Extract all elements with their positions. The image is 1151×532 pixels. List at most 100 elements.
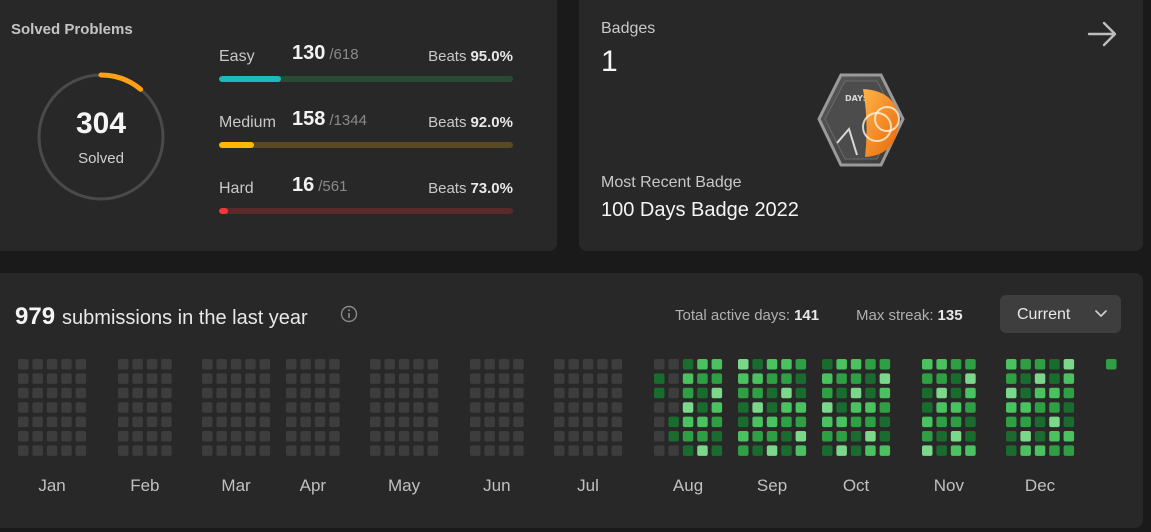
heatmap-cell[interactable] [513,387,524,399]
heatmap-cell[interactable] [822,359,833,370]
heatmap-cell[interactable] [286,431,297,442]
heatmap-cell[interactable] [384,416,395,428]
heatmap-cell[interactable] [1049,445,1060,456]
heatmap-cell[interactable] [711,445,723,456]
heatmap-cell[interactable] [752,445,763,456]
heatmap-cell[interactable] [398,402,410,413]
heatmap-cell[interactable] [738,416,749,428]
heatmap-cell[interactable] [216,431,227,442]
heatmap-cell[interactable] [738,359,749,370]
heatmap-cell[interactable] [781,402,792,413]
heatmap-cell[interactable] [413,359,424,370]
heatmap-cell[interactable] [682,445,694,456]
heatmap-cell[interactable] [1063,387,1075,399]
heatmap-cell[interactable] [118,445,129,456]
heatmap-cell[interactable] [161,445,172,456]
heatmap-cell[interactable] [766,402,778,413]
heatmap-cell[interactable] [245,445,256,456]
heatmap-cell[interactable] [32,359,43,370]
heatmap-cell[interactable] [230,402,242,413]
heatmap-cell[interactable] [668,373,679,384]
heatmap-cell[interactable] [384,445,395,456]
heatmap-cell[interactable] [668,431,679,442]
heatmap-cell[interactable] [781,445,792,456]
heatmap-cell[interactable] [314,402,326,413]
heatmap-cell[interactable] [118,431,129,442]
heatmap-cell[interactable] [850,402,862,413]
heatmap-cell[interactable] [484,402,495,413]
heatmap-cell[interactable] [1063,416,1075,428]
heatmap-cell[interactable] [498,416,510,428]
heatmap-cell[interactable] [18,373,29,384]
heatmap-cell[interactable] [611,431,623,442]
heatmap-cell[interactable] [300,373,311,384]
heatmap-cell[interactable] [132,445,143,456]
heatmap-cell[interactable] [752,431,763,442]
heatmap-cell[interactable] [61,359,72,370]
heatmap-cell[interactable] [582,402,594,413]
100-days-badge-icon[interactable]: DAYS [815,71,907,171]
heatmap-cell[interactable] [1106,359,1117,370]
heatmap-cell[interactable] [1020,402,1031,413]
heatmap-cell[interactable] [697,387,708,399]
heatmap-cell[interactable] [18,387,29,399]
heatmap-cell[interactable] [950,387,962,399]
heatmap-cell[interactable] [329,373,340,384]
heatmap-cell[interactable] [597,416,608,428]
heatmap-cell[interactable] [836,402,847,413]
heatmap-cell[interactable] [202,387,213,399]
heatmap-cell[interactable] [286,445,297,456]
heatmap-cell[interactable] [118,387,129,399]
heatmap-cell[interactable] [1006,431,1017,442]
heatmap-cell[interactable] [1006,359,1017,370]
heatmap-cell[interactable] [286,373,297,384]
heatmap-cell[interactable] [18,359,29,370]
heatmap-cell[interactable] [1006,387,1017,399]
heatmap-cell[interactable] [118,373,129,384]
heatmap-cell[interactable] [697,431,708,442]
heatmap-cell[interactable] [711,416,723,428]
heatmap-cell[interactable] [46,387,58,399]
heatmap-cell[interactable] [850,431,862,442]
heatmap-cell[interactable] [118,359,129,370]
heatmap-cell[interactable] [484,431,495,442]
heatmap-cell[interactable] [568,416,579,428]
heatmap-cell[interactable] [795,359,807,370]
heatmap-cell[interactable] [597,387,608,399]
heatmap-cell[interactable] [1063,402,1075,413]
heatmap-cell[interactable] [413,373,424,384]
heatmap-cell[interactable] [697,402,708,413]
heatmap-cell[interactable] [384,387,395,399]
heatmap-cell[interactable] [513,445,524,456]
heatmap-cell[interactable] [329,445,340,456]
heatmap-cell[interactable] [682,402,694,413]
heatmap-cell[interactable] [427,359,439,370]
heatmap-cell[interactable] [936,445,947,456]
heatmap-cell[interactable] [132,416,143,428]
heatmap-cell[interactable] [61,402,72,413]
heatmap-cell[interactable] [1034,387,1046,399]
heatmap-cell[interactable] [611,359,623,370]
heatmap-cell[interactable] [836,373,847,384]
heatmap-cell[interactable] [498,402,510,413]
heatmap-cell[interactable] [314,416,326,428]
heatmap-cell[interactable] [554,445,565,456]
heatmap-cell[interactable] [850,387,862,399]
heatmap-cell[interactable] [146,387,158,399]
heatmap-cell[interactable] [398,373,410,384]
heatmap-cell[interactable] [597,402,608,413]
heatmap-cell[interactable] [75,402,87,413]
heatmap-cell[interactable] [1006,373,1017,384]
heatmap-cell[interactable] [936,431,947,442]
heatmap-cell[interactable] [398,431,410,442]
heatmap-cell[interactable] [922,402,933,413]
info-icon[interactable] [340,305,358,323]
heatmap-cell[interactable] [484,445,495,456]
heatmap-cell[interactable] [1034,359,1046,370]
heatmap-cell[interactable] [781,373,792,384]
heatmap-cell[interactable] [654,445,665,456]
heatmap-cell[interactable] [314,445,326,456]
heatmap-cell[interactable] [46,402,58,413]
heatmap-cell[interactable] [75,445,87,456]
heatmap-cell[interactable] [216,359,227,370]
